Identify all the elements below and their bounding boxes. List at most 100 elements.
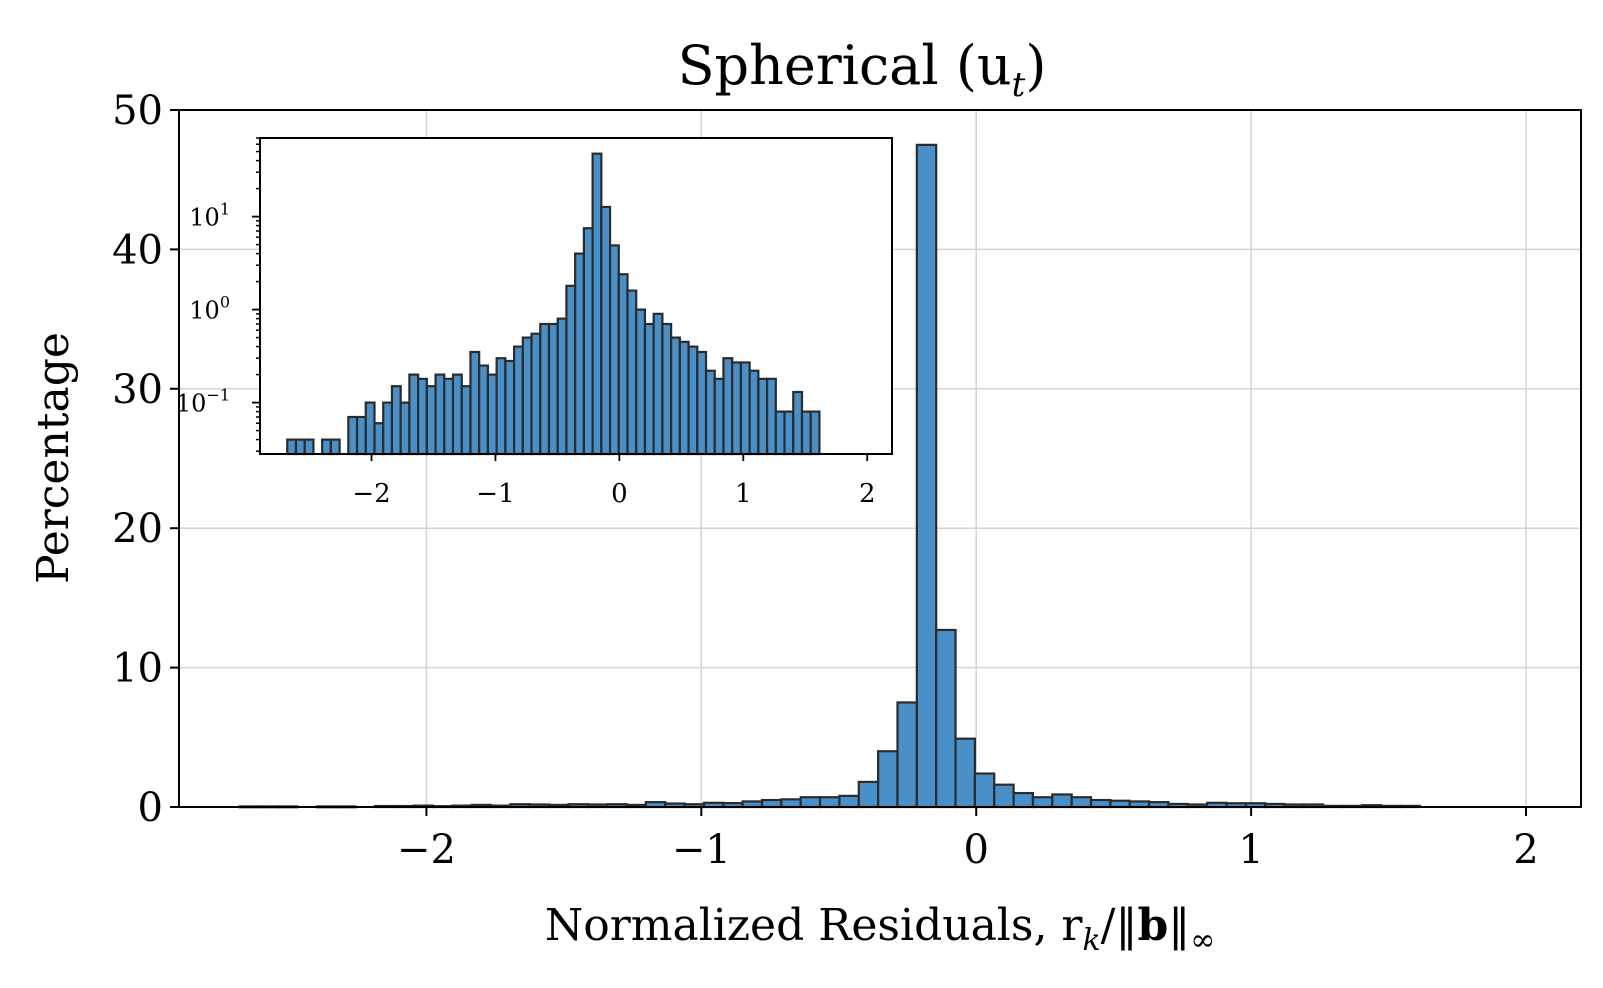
inset-histogram-bar xyxy=(373,422,385,456)
histogram-bar xyxy=(896,701,918,809)
histogram-bar xyxy=(993,783,1015,809)
inset-histogram-bar xyxy=(670,336,681,456)
inset-histogram-bar xyxy=(757,377,769,456)
inset-histogram-bar xyxy=(792,390,804,456)
inset-histogram-bar xyxy=(739,361,751,456)
inset-histogram-bar xyxy=(495,357,507,456)
inset-histogram-bar xyxy=(556,317,568,456)
chart-title-subscript: t xyxy=(1012,65,1026,105)
inset-histogram-bar xyxy=(574,252,585,456)
inset-histogram-bar xyxy=(617,273,629,456)
inset-histogram-bar xyxy=(591,152,603,456)
histogram-bar xyxy=(1051,793,1073,809)
inset-histogram-bar xyxy=(582,227,594,456)
inset-histogram-bar xyxy=(539,322,551,456)
x-axis-label: Normalized Residuals, rk/‖b‖∞ xyxy=(545,900,1216,958)
histogram-bar xyxy=(1070,796,1093,809)
inset-histogram-bar xyxy=(687,345,699,456)
histogram-bar xyxy=(877,750,899,809)
main-y-ticks: 0 10 20 30 40 50 xyxy=(112,88,179,831)
inset-histogram-bar xyxy=(399,401,411,456)
main-plot-frame xyxy=(178,109,1582,808)
inset-histogram-bar xyxy=(635,308,647,456)
histogram-bar xyxy=(818,796,841,809)
histogram-bar xyxy=(760,798,783,809)
histogram-bar xyxy=(935,628,957,809)
x-axis-label-subscript-k: k xyxy=(1082,923,1100,958)
inset-histogram-bar xyxy=(512,345,524,456)
histogram-bar xyxy=(1031,796,1054,809)
inset-histogram-bar xyxy=(329,438,341,456)
inset-y-tick-label: 101 xyxy=(189,200,230,232)
histogram-bar xyxy=(973,772,996,809)
inset-plot-frame xyxy=(259,137,893,455)
inset-histogram-bar xyxy=(696,350,708,456)
inset-histogram-bar xyxy=(460,385,472,456)
inset-histogram-bar xyxy=(478,364,490,456)
inset-histogram-bar xyxy=(783,410,795,456)
x-axis-label-subscript-infinity: ∞ xyxy=(1190,923,1215,958)
y-axis-label: Percentage xyxy=(28,332,79,584)
chart-title: Spherical (ut) xyxy=(678,34,1047,105)
inset-y-tick-label: 100 xyxy=(189,293,230,325)
inset-histogram-bar xyxy=(661,322,673,456)
x-tick-label: 2 xyxy=(1513,827,1538,873)
x-tick-label: −2 xyxy=(397,827,456,873)
inset-histogram-bar xyxy=(434,373,446,456)
inset-histogram-bar xyxy=(390,385,402,456)
inset-histogram-bar xyxy=(521,336,533,456)
inset-histogram-bar xyxy=(547,322,559,456)
inset-x-tick-label: −2 xyxy=(352,479,390,509)
inset-histogram-bar xyxy=(321,438,332,456)
inset-histogram-bar xyxy=(364,401,376,456)
inset-histogram-bar xyxy=(408,373,420,456)
histogram-bar xyxy=(954,737,976,809)
inset-x-tick-label: 1 xyxy=(735,479,752,509)
y-tick-label: 30 xyxy=(112,367,163,413)
inset-histogram-bar xyxy=(652,312,664,456)
y-tick-label: 40 xyxy=(112,227,163,273)
inset-histogram-bar xyxy=(608,244,620,456)
inset-histogram-bar xyxy=(678,340,690,456)
y-tick-label: 10 xyxy=(112,646,163,692)
inset-x-ticks: −2 −1 0 1 2 xyxy=(352,454,875,509)
inset-histogram-bar xyxy=(722,357,734,456)
inset-histogram-bar xyxy=(600,205,612,456)
inset-histogram-bar xyxy=(731,361,743,456)
y-tick-label: 20 xyxy=(112,506,163,552)
histogram-bar xyxy=(1012,791,1035,809)
inset-histogram-bar xyxy=(486,373,498,456)
inset-y-tick-label: 10−1 xyxy=(176,386,230,418)
inset-histogram-bar xyxy=(504,359,516,456)
inset-histogram-bar xyxy=(294,438,306,456)
inset-histogram-bar xyxy=(347,415,359,456)
inset-histogram-bar xyxy=(774,410,786,456)
x-tick-label: 0 xyxy=(963,827,988,873)
x-tick-label: −1 xyxy=(672,827,731,873)
x-axis-label-b: b xyxy=(1137,900,1168,951)
inset-histogram-bar xyxy=(303,438,315,456)
histogram-bar xyxy=(1089,798,1112,809)
x-tick-label: 1 xyxy=(1238,827,1263,873)
inset-histogram-bar xyxy=(425,385,437,456)
y-tick-label: 0 xyxy=(138,785,163,831)
inset-histogram-bar xyxy=(530,332,542,456)
inset-histogram-bar xyxy=(748,369,760,456)
histogram-bar xyxy=(915,143,938,809)
histogram-bar xyxy=(799,796,822,809)
histogram-bar xyxy=(857,780,880,809)
inset-y-ticks: 101 100 10−1 xyxy=(176,137,260,452)
inset-histogram-bar xyxy=(643,322,655,456)
inset-histogram-bar xyxy=(417,377,428,456)
inset-histogram-bar xyxy=(286,438,298,456)
inset-x-tick-label: 0 xyxy=(611,479,628,509)
inset-histogram-bar xyxy=(809,410,821,456)
histogram-bar xyxy=(780,798,802,809)
inset-histogram-bar xyxy=(765,377,777,456)
inset-histogram-bar xyxy=(704,369,716,456)
inset-histogram-bar xyxy=(626,289,638,456)
y-tick-label: 50 xyxy=(112,88,163,134)
inset-histogram-bar xyxy=(382,401,394,456)
inset-histogram-bar xyxy=(469,350,481,456)
inset-histogram-bar xyxy=(451,373,463,456)
